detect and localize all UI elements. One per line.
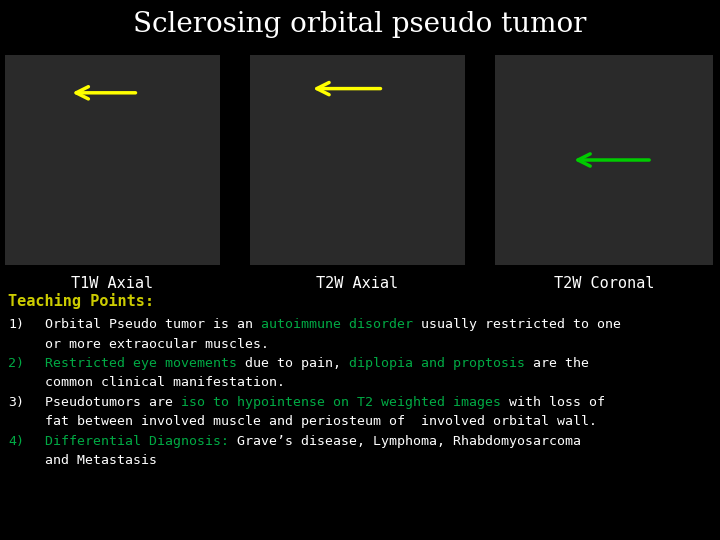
Text: T1W Axial: T1W Axial [71,276,153,291]
Text: Grave’s disease, Lymphoma, Rhabdomyosarcoma: Grave’s disease, Lymphoma, Rhabdomyosarc… [237,435,581,448]
Text: usually restricted to one: usually restricted to one [413,318,621,331]
Text: autoimmune disorder: autoimmune disorder [261,318,413,331]
Text: or more extraocular muscles.: or more extraocular muscles. [45,338,269,350]
Text: 2): 2) [8,357,24,370]
Text: and Metastasis: and Metastasis [45,455,157,468]
Text: Differential Diagnosis:: Differential Diagnosis: [45,435,237,448]
Text: T2W Axial: T2W Axial [316,276,399,291]
Text: common clinical manifestation.: common clinical manifestation. [45,376,285,389]
Text: fat between involved muscle and periosteum of  involved orbital wall.: fat between involved muscle and perioste… [45,415,597,429]
Text: Orbital Pseudo tumor is an: Orbital Pseudo tumor is an [45,318,261,331]
Text: diplopia and proptosis: diplopia and proptosis [349,357,525,370]
Text: 4): 4) [8,435,24,448]
Text: with loss of: with loss of [501,396,605,409]
Text: Sclerosing orbital pseudo tumor: Sclerosing orbital pseudo tumor [133,11,587,38]
Text: T2W Coronal: T2W Coronal [554,276,654,291]
Text: 1): 1) [8,318,24,331]
Text: iso to hypointense on T2 weighted images: iso to hypointense on T2 weighted images [181,396,501,409]
Text: Teaching Points:: Teaching Points: [8,293,154,309]
Text: are the: are the [525,357,589,370]
Text: Restricted eye movements: Restricted eye movements [45,357,237,370]
Text: 3): 3) [8,396,24,409]
Text: Pseudotumors are: Pseudotumors are [45,396,181,409]
Text: due to pain,: due to pain, [237,357,349,370]
